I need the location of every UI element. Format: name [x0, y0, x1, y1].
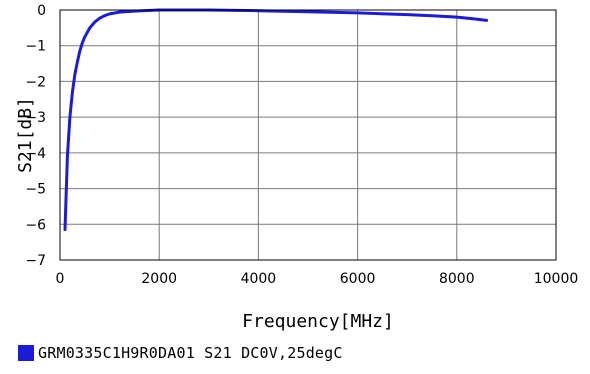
legend: GRM0335C1H9R0DA01 S21 DC0V,25degC — [18, 344, 343, 362]
x-axis-label: Frequency[MHz] — [242, 311, 394, 332]
y-tick-label: 0 — [37, 3, 46, 19]
x-tick-labels: 0 2000 4000 6000 8000 10000 — [56, 271, 579, 287]
y-tick-label: −2 — [25, 74, 46, 90]
y-tick-label: −3 — [25, 110, 46, 126]
plot-frame — [59, 9, 557, 261]
y-tick-label: −5 — [25, 182, 46, 198]
x-tick-label: 0 — [56, 271, 65, 287]
y-axis-label: S21[dB] — [15, 97, 36, 173]
x-tick-label: 4000 — [241, 271, 277, 287]
y-tick-label: −6 — [25, 217, 46, 233]
series-group — [63, 8, 489, 232]
legend-label: GRM0335C1H9R0DA01 S21 DC0V,25degC — [38, 344, 343, 362]
y-tick-label: −7 — [25, 253, 46, 269]
x-tick-label: 10000 — [534, 271, 579, 287]
series-line-0 — [63, 8, 489, 232]
y-tick-labels: 0 −1 −2 −3 −4 −5 −6 −7 — [25, 3, 46, 269]
y-tick-label: −1 — [25, 39, 46, 55]
x-tick-label: 8000 — [439, 271, 475, 287]
legend-swatch — [18, 345, 34, 361]
y-tick-label: −4 — [25, 146, 46, 162]
x-tick-label: 2000 — [141, 271, 177, 287]
grid-lines — [59, 9, 557, 261]
x-tick-label: 6000 — [340, 271, 376, 287]
